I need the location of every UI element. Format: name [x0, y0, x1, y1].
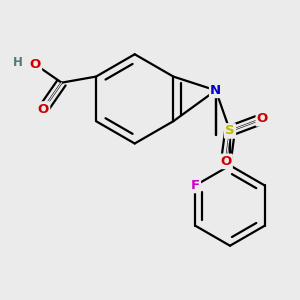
Text: O: O	[220, 155, 232, 168]
Text: O: O	[30, 58, 41, 71]
Text: O: O	[257, 112, 268, 125]
Text: N: N	[210, 84, 221, 97]
Text: S: S	[225, 124, 235, 137]
Text: H: H	[13, 56, 23, 69]
Text: F: F	[191, 179, 200, 192]
Text: O: O	[38, 103, 49, 116]
